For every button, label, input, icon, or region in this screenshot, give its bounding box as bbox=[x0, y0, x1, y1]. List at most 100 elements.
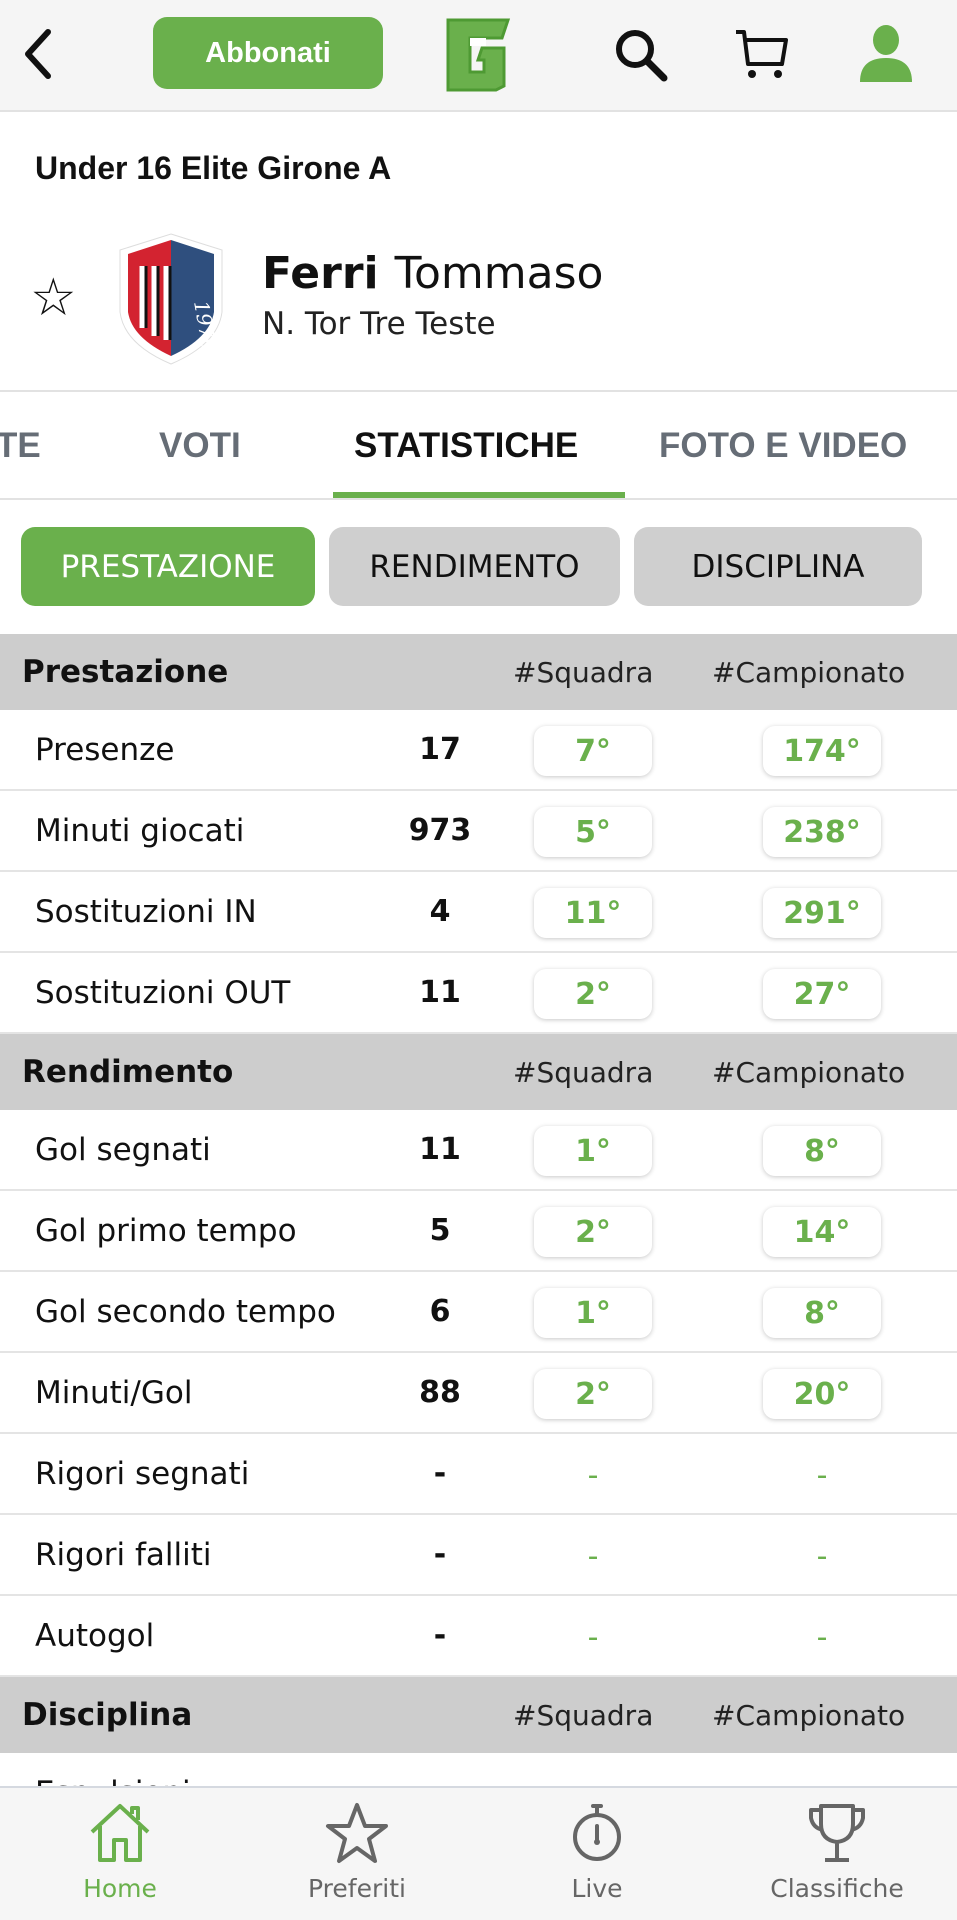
stat-label: Autogol bbox=[35, 1618, 155, 1654]
stat-row: Sostituzioni IN 4 11° 291° bbox=[0, 872, 957, 953]
team-rank: 1° bbox=[534, 1288, 652, 1338]
stat-value: 4 bbox=[429, 894, 451, 929]
league-rank: 238° bbox=[763, 807, 881, 857]
stat-row: Sostituzioni OUT 11 2° 27° bbox=[0, 953, 957, 1034]
team-rank: 2° bbox=[534, 1207, 652, 1257]
stat-row: Gol segnati 11 1° 8° bbox=[0, 1110, 957, 1191]
stat-value: 5 bbox=[429, 1213, 451, 1248]
team-rank-header: #Squadra bbox=[513, 655, 654, 689]
stat-label: Sostituzioni IN bbox=[35, 894, 257, 930]
stat-value: 11 bbox=[419, 1132, 461, 1167]
search-icon bbox=[616, 30, 668, 82]
top-bar: Abbonati bbox=[0, 0, 957, 112]
stat-row: Minuti giocati 973 5° 238° bbox=[0, 791, 957, 872]
tab-statistiche[interactable]: STATISTICHE bbox=[354, 426, 579, 465]
stat-row: Gol primo tempo 5 2° 14° bbox=[0, 1191, 957, 1272]
stat-label: Minuti giocati bbox=[35, 813, 245, 849]
section-header-rendimento: Rendimento #Squadra #Campionato bbox=[0, 1034, 957, 1110]
home-icon bbox=[90, 1804, 150, 1862]
team-rank: 7° bbox=[534, 726, 652, 776]
league-rank: 14° bbox=[763, 1207, 881, 1257]
stat-label: Gol secondo tempo bbox=[35, 1294, 336, 1330]
team-rank: 11° bbox=[534, 888, 652, 938]
team-rank: - bbox=[587, 1619, 599, 1655]
section-title: Prestazione bbox=[22, 654, 229, 690]
stat-value: 6 bbox=[429, 1294, 451, 1329]
tab-foto-e-video[interactable]: FOTO E VIDEO bbox=[659, 426, 908, 465]
section-header-prestazione: Prestazione #Squadra #Campionato bbox=[0, 634, 957, 710]
profile-button[interactable] bbox=[858, 24, 914, 84]
filter-disciplina[interactable]: DISCIPLINA bbox=[634, 527, 922, 606]
nav-home[interactable]: Home bbox=[20, 1802, 220, 1903]
filter-rendimento[interactable]: RENDIMENTO bbox=[329, 527, 620, 606]
subscribe-button[interactable]: Abbonati bbox=[153, 17, 383, 89]
cart-icon bbox=[736, 30, 788, 78]
filter-prestazione[interactable]: PRESTAZIONE bbox=[21, 527, 315, 606]
app-logo[interactable] bbox=[440, 16, 512, 92]
stat-label: Gol primo tempo bbox=[35, 1213, 297, 1249]
stat-row: Gol secondo tempo 6 1° 8° bbox=[0, 1272, 957, 1353]
nav-classifiche[interactable]: Classifiche bbox=[737, 1802, 937, 1903]
player-firstname: Tommaso bbox=[394, 248, 604, 299]
stat-value: 17 bbox=[419, 732, 461, 767]
stat-label: Presenze bbox=[35, 732, 175, 768]
stat-value: - bbox=[433, 1537, 447, 1572]
player-club: N. Tor Tre Teste bbox=[262, 306, 496, 342]
user-icon bbox=[860, 25, 912, 82]
stat-value: 88 bbox=[419, 1375, 461, 1410]
active-tab-indicator bbox=[333, 492, 625, 498]
team-rank: - bbox=[587, 1457, 599, 1493]
stat-value: - bbox=[433, 1618, 447, 1653]
team-rank: 5° bbox=[534, 807, 652, 857]
stat-value: 973 bbox=[408, 813, 472, 848]
stat-label: Sostituzioni OUT bbox=[35, 975, 291, 1011]
team-crest: 1976 bbox=[118, 232, 224, 370]
team-rank: 2° bbox=[534, 1369, 652, 1419]
favorite-star-icon[interactable]: ☆ bbox=[30, 268, 77, 328]
stopwatch-icon bbox=[573, 1804, 621, 1861]
stat-label: Rigori falliti bbox=[35, 1537, 212, 1573]
stat-label: Rigori segnati bbox=[35, 1456, 250, 1492]
back-button[interactable] bbox=[18, 26, 58, 82]
team-rank: - bbox=[587, 1538, 599, 1574]
league-rank: 20° bbox=[763, 1369, 881, 1419]
section-title: Disciplina bbox=[22, 1697, 193, 1733]
league-rank: - bbox=[816, 1457, 828, 1493]
stat-row: Rigori falliti - - - bbox=[0, 1515, 957, 1596]
nav-live[interactable]: Live bbox=[497, 1802, 697, 1903]
team-rank: 2° bbox=[534, 969, 652, 1019]
chevron-left-icon bbox=[25, 29, 51, 79]
league-rank: 8° bbox=[763, 1288, 881, 1338]
section-header-disciplina: Disciplina #Squadra #Campionato bbox=[0, 1677, 957, 1753]
stat-row: Autogol - - - bbox=[0, 1596, 957, 1677]
stat-label: Minuti/Gol bbox=[35, 1375, 193, 1411]
league-rank: - bbox=[816, 1538, 828, 1574]
league-rank-header: #Campionato bbox=[712, 655, 906, 689]
player-name: Ferri Tommaso bbox=[262, 248, 603, 299]
league-rank: - bbox=[816, 1619, 828, 1655]
league-rank-header: #Campionato bbox=[712, 1698, 906, 1732]
stat-row: Rigori segnati - - - bbox=[0, 1434, 957, 1515]
league-rank: 27° bbox=[763, 969, 881, 1019]
nav-preferiti[interactable]: Preferiti bbox=[257, 1802, 457, 1903]
team-rank: 1° bbox=[534, 1126, 652, 1176]
tab-voti[interactable]: VOTI bbox=[159, 426, 241, 465]
tab-partial[interactable]: TE bbox=[0, 426, 41, 465]
star-icon bbox=[326, 1803, 388, 1863]
league-rank: 8° bbox=[763, 1126, 881, 1176]
cart-button[interactable] bbox=[734, 28, 790, 82]
stat-row: Minuti/Gol 88 2° 20° bbox=[0, 1353, 957, 1434]
bottom-nav: Home Preferiti Live Classifiche bbox=[0, 1786, 957, 1920]
league-rank-header: #Campionato bbox=[712, 1055, 906, 1089]
player-surname: Ferri bbox=[262, 248, 379, 299]
league-rank: 291° bbox=[763, 888, 881, 938]
stat-value: - bbox=[433, 1456, 447, 1491]
section-title: Rendimento bbox=[22, 1054, 234, 1090]
competition-title: Under 16 Elite Girone A bbox=[35, 150, 392, 186]
team-rank-header: #Squadra bbox=[513, 1698, 654, 1732]
league-rank: 174° bbox=[763, 726, 881, 776]
stat-value: 11 bbox=[419, 975, 461, 1010]
tab-bar: TE VOTI STATISTICHE FOTO E VIDEO bbox=[0, 390, 957, 500]
trophy-icon bbox=[809, 1804, 865, 1862]
search-button[interactable] bbox=[612, 26, 670, 84]
